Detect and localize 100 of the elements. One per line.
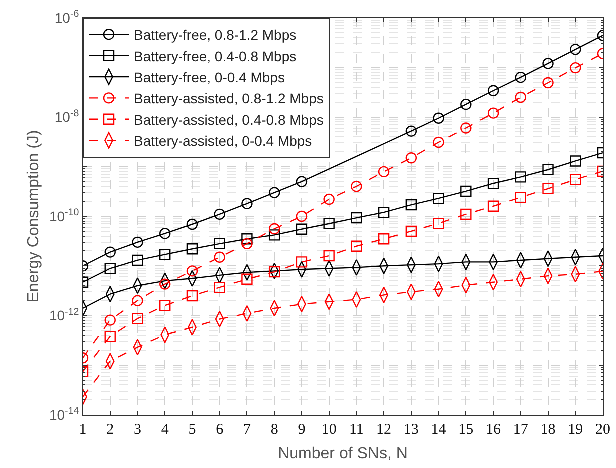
point <box>460 122 472 134</box>
x-tick-label: 11 <box>349 422 364 438</box>
x-tick-label: 16 <box>486 422 502 438</box>
point <box>515 72 526 84</box>
point <box>515 172 526 183</box>
legend-label: Battery-free, 0.8-1.2 Mbps <box>134 27 297 44</box>
point <box>570 62 582 74</box>
point <box>132 254 144 266</box>
legend-label: Battery-assisted, 0-0.4 Mbps <box>134 133 312 150</box>
point <box>433 136 444 148</box>
point <box>268 266 280 278</box>
point <box>488 200 500 212</box>
x-axis-title: Number of SNs, N <box>278 446 408 463</box>
x-tick-label: 2 <box>106 422 114 438</box>
point <box>186 218 198 230</box>
point <box>104 331 116 342</box>
point <box>378 166 390 178</box>
point <box>542 58 554 70</box>
point <box>242 238 253 250</box>
point <box>214 238 226 250</box>
point <box>132 313 144 324</box>
point <box>324 250 335 262</box>
point <box>570 156 582 167</box>
point <box>160 249 171 260</box>
y-tick-label: 10$^{-6}$ <box>54 9 80 26</box>
point <box>406 199 418 211</box>
point <box>433 218 444 230</box>
point <box>160 228 171 240</box>
point <box>132 295 144 306</box>
point <box>488 85 500 96</box>
point <box>242 198 253 210</box>
x-tick-label: 20 <box>596 422 610 438</box>
point <box>268 187 280 198</box>
point <box>104 246 116 258</box>
point <box>515 92 526 104</box>
x-tick-label: 3 <box>134 422 142 438</box>
point <box>406 152 418 164</box>
point <box>268 230 280 241</box>
point <box>351 181 362 192</box>
point <box>460 98 472 110</box>
point <box>460 186 472 198</box>
x-tick-label: 18 <box>540 422 556 438</box>
x-tick-label: 5 <box>188 422 196 438</box>
point <box>406 226 418 238</box>
point <box>324 218 335 230</box>
point <box>104 314 116 326</box>
y-tick-label: 10$^{-12}$ <box>49 306 80 324</box>
point <box>570 44 582 56</box>
point <box>542 77 554 89</box>
point <box>214 252 226 263</box>
point <box>460 208 472 220</box>
y-tick-label: 10$^{-8}$ <box>54 108 80 126</box>
x-tick-label: 7 <box>243 422 252 438</box>
point <box>214 282 226 294</box>
legend-label: Battery-assisted, 0.4-0.8 Mbps <box>134 112 324 128</box>
legend-label: Battery-assisted, 0.8-1.2 Mbps <box>134 90 324 107</box>
y-tick-label: 10$^{-14}$ <box>49 406 80 423</box>
point <box>104 263 116 274</box>
point <box>186 290 198 302</box>
point <box>488 178 500 190</box>
point <box>433 112 444 124</box>
point <box>515 192 526 204</box>
point <box>186 244 198 255</box>
point <box>378 234 390 245</box>
point <box>570 174 582 186</box>
legend-label: Battery-free, 0-0.4 Mbps <box>134 69 285 86</box>
x-tick-label: 15 <box>458 422 474 438</box>
point <box>214 208 226 220</box>
x-tick-label: 8 <box>270 422 278 438</box>
point <box>242 274 253 285</box>
point <box>296 256 308 268</box>
y-tick-label: 10$^{-10}$ <box>49 208 80 224</box>
x-tick-label: 14 <box>431 422 447 438</box>
x-tick-label: 9 <box>298 422 306 438</box>
point <box>351 240 362 252</box>
point <box>160 300 171 312</box>
point <box>542 164 554 176</box>
point <box>242 234 253 245</box>
x-tick-label: 13 <box>404 422 419 438</box>
x-tick-label: 17 <box>513 422 529 438</box>
point <box>160 278 171 290</box>
point <box>433 192 444 204</box>
point <box>296 176 308 188</box>
point <box>324 194 335 206</box>
x-tick-label: 10 <box>322 422 337 438</box>
x-tick-label: 12 <box>376 422 392 438</box>
x-tick-label: 6 <box>216 422 224 438</box>
x-tick-label: 19 <box>568 422 584 438</box>
x-tick-label: 4 <box>161 422 170 438</box>
point <box>132 236 144 248</box>
point <box>378 206 390 218</box>
point <box>296 224 308 235</box>
x-tick-label: 1 <box>79 422 87 438</box>
point <box>351 212 362 224</box>
point <box>488 108 500 119</box>
point <box>406 126 418 137</box>
y-axis-title: Energy Consumption (J) <box>25 130 42 303</box>
point <box>296 210 308 222</box>
legend-label: Battery-free, 0.4-0.8 Mbps <box>134 48 297 64</box>
point <box>268 223 280 235</box>
